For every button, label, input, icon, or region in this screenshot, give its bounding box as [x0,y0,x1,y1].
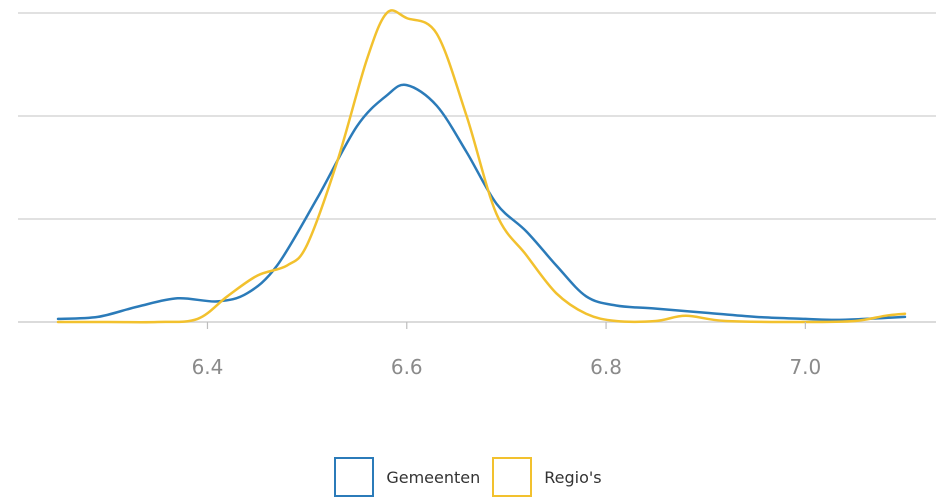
x-tick-label: 6.4 [192,355,224,379]
legend-label-regios: Regio's [544,467,602,487]
x-axis-ticks: 6.4 6.6 6.8 7.0 [192,322,821,379]
legend: Gemeenten Regio's [0,452,936,502]
gridlines [18,12,936,323]
series-line-gemeenten [56,83,907,322]
legend-swatch-regios [492,457,533,497]
series-lines [56,9,907,324]
x-tick-label: 7.0 [789,355,821,379]
legend-label-gemeenten: Gemeenten [386,467,481,487]
legend-item-gemeenten[interactable]: Gemeenten [334,457,480,497]
x-tick-label: 6.6 [391,355,423,379]
series-line-regios [56,9,907,324]
x-tick-label: 6.8 [590,355,622,379]
legend-item-regios[interactable]: Regio's [492,457,602,497]
legend-swatch-gemeenten [334,457,375,497]
